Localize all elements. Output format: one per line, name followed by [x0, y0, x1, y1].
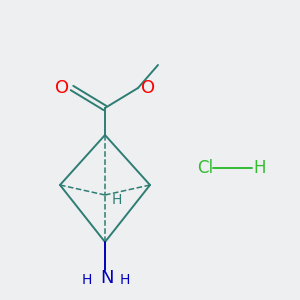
- Text: H: H: [82, 273, 92, 287]
- Text: O: O: [55, 79, 69, 97]
- Text: N: N: [100, 269, 114, 287]
- Text: Cl: Cl: [197, 159, 213, 177]
- Text: O: O: [141, 79, 155, 97]
- Text: H: H: [120, 273, 130, 287]
- Text: H: H: [112, 193, 122, 207]
- Text: H: H: [254, 159, 266, 177]
